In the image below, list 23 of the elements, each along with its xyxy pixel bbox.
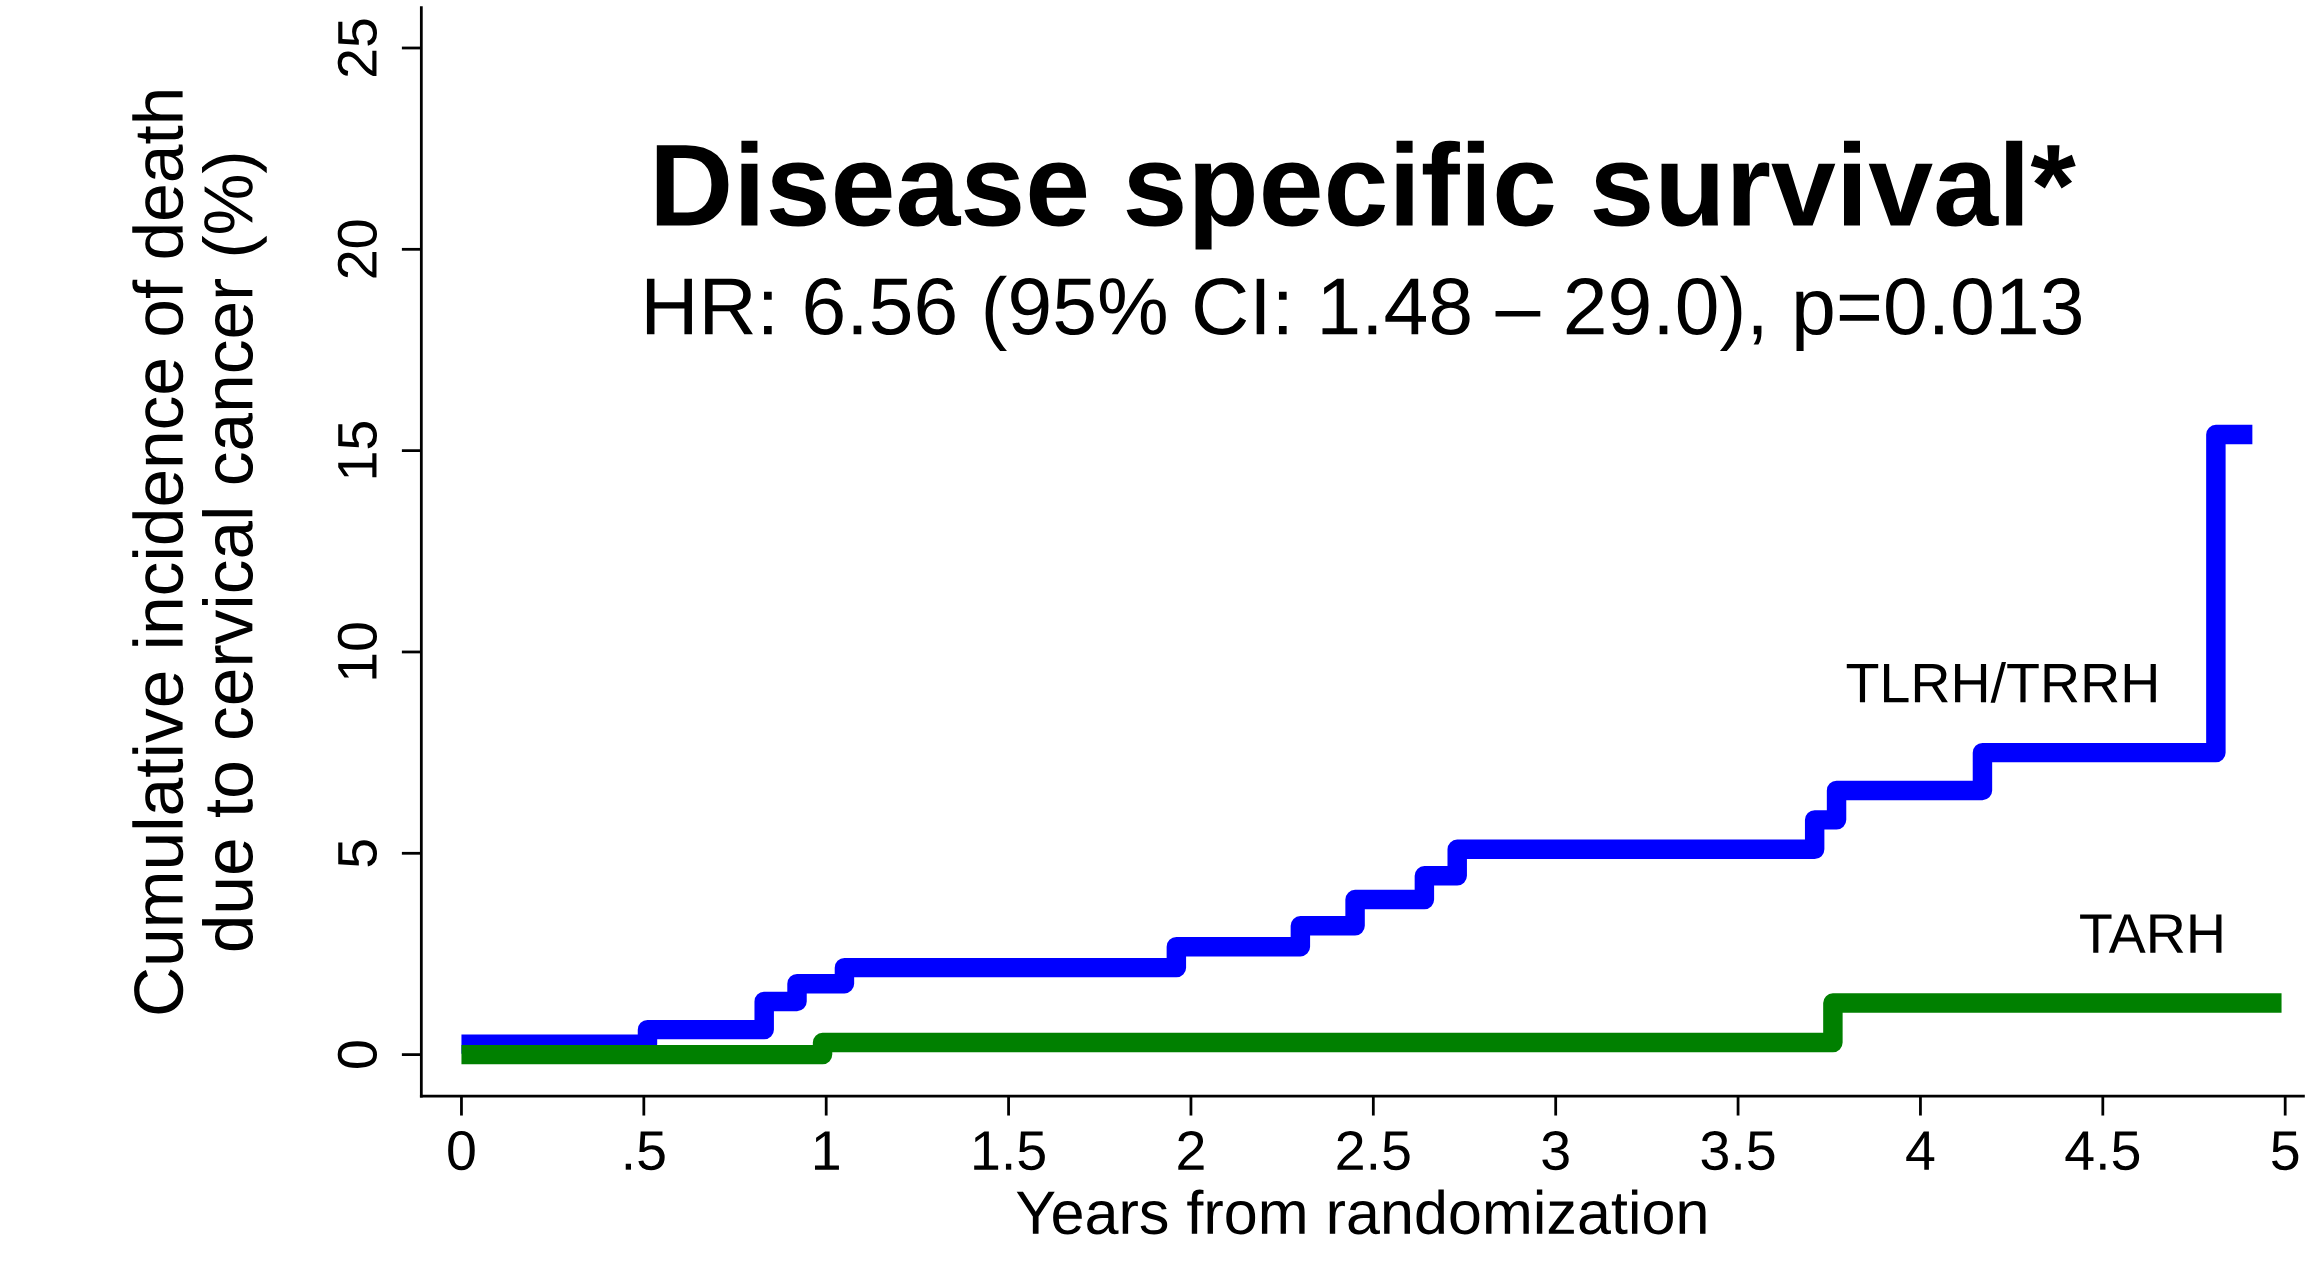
text: Disease specific survival* xyxy=(656,140,2076,250)
y-tick-label: 0 xyxy=(337,1041,378,1068)
series-label: TLRH/TRRH xyxy=(1846,661,2156,703)
x-tick-label: 3.5 xyxy=(1701,1130,1775,1171)
y-tick-label: 25 xyxy=(337,19,378,77)
series-label: TARH xyxy=(2080,914,2222,953)
x-tick-label: 3 xyxy=(1542,1130,1569,1171)
x-tick-label: 1 xyxy=(814,1131,839,1170)
x-tick-label: 4 xyxy=(1906,1131,1935,1170)
x-tick-label: 2.5 xyxy=(1337,1130,1410,1171)
x-axis-title: Years from randomization xyxy=(1016,1189,1706,1235)
x-tick-label: 5 xyxy=(2271,1131,2299,1171)
x-tick-label: 1.5 xyxy=(974,1131,1045,1171)
y-tick-label: 5 xyxy=(338,840,378,867)
x-tick-label: 2 xyxy=(1178,1130,1204,1170)
x-tick-label: 0 xyxy=(448,1130,475,1171)
y-axis-title: Cumulative incidence of death due to cervical cancer (%) xyxy=(132,91,267,1014)
x-tick-label: .5 xyxy=(625,1131,665,1171)
y-tick-label: 20 xyxy=(337,220,378,278)
x-tick-label: 4.5 xyxy=(2065,1131,2140,1171)
y-tick-label: 15 xyxy=(338,422,378,478)
text: HR: 6.56 (95% CI: 1.48 – 29.0), p=0.013 xyxy=(646,275,2081,351)
y-tick-label: 10 xyxy=(337,623,378,679)
